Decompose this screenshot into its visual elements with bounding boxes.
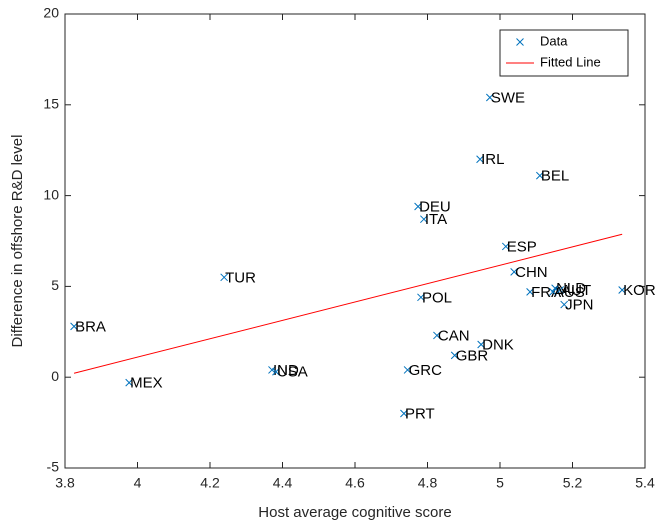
data-point	[417, 293, 425, 302]
data-point	[400, 409, 408, 418]
point-label: IRL	[481, 151, 504, 168]
x-tick-label: 3.8	[55, 475, 75, 491]
data-point	[414, 202, 422, 211]
point-label: USA	[277, 364, 308, 381]
legend-swatch	[516, 38, 524, 46]
point-label: BEL	[541, 168, 569, 185]
plot-area	[64, 13, 646, 469]
y-tick-label: 10	[43, 186, 59, 202]
point-label: ITA	[425, 211, 447, 228]
legend-label: Data	[540, 33, 568, 48]
point-label: CAN	[438, 327, 470, 344]
x-tick-label: 4.8	[418, 475, 438, 491]
x-tick-label: 4.4	[273, 475, 293, 491]
point-label: POL	[422, 289, 452, 306]
data-point	[551, 284, 559, 293]
y-tick-label: 20	[43, 5, 59, 21]
point-label: DNK	[482, 336, 514, 353]
data-point	[272, 367, 280, 376]
point-label: JPN	[565, 297, 593, 314]
data-point	[477, 340, 486, 349]
y-tick-label: 5	[51, 277, 59, 293]
y-tick-label: 15	[43, 96, 59, 112]
x-tick-label: 5.2	[563, 475, 583, 491]
point-label: CHN	[515, 264, 548, 281]
point-label: AUT	[561, 282, 591, 299]
point-label: GBR	[456, 347, 489, 364]
x-tick-label: 5.4	[635, 475, 655, 491]
point-label: GRC	[409, 362, 443, 379]
legend	[499, 29, 629, 77]
data-point	[403, 366, 412, 374]
data-point	[420, 215, 428, 224]
data-point	[556, 286, 565, 294]
data-point	[526, 287, 534, 296]
data-point	[485, 93, 494, 102]
data-point	[510, 268, 518, 276]
fitted-line	[73, 233, 623, 374]
x-tick-label: 4	[134, 475, 142, 491]
data-point	[220, 273, 228, 282]
point-label: TUR	[225, 269, 256, 286]
x-tick-label: 4.6	[345, 475, 365, 491]
point-label: ESP	[507, 238, 537, 255]
point-label: BRA	[75, 318, 106, 335]
x-tick-label: 4.2	[200, 475, 220, 491]
data-point	[560, 300, 569, 309]
data-point	[450, 351, 459, 360]
y-tick-label: -5	[47, 459, 60, 475]
data-point	[476, 155, 484, 164]
data-point	[536, 171, 544, 180]
y-tick-label: 0	[51, 368, 59, 384]
x-axis-label: Host average cognitive score	[258, 504, 451, 521]
data-point	[70, 322, 78, 331]
point-label: DEU	[419, 198, 451, 215]
data-point	[433, 331, 441, 340]
point-label: AUS	[554, 284, 585, 301]
point-label: SWE	[491, 90, 525, 107]
point-label: PRT	[405, 405, 435, 422]
point-label: FRA	[531, 284, 561, 301]
x-tick-label: 5	[496, 475, 504, 491]
data-point	[501, 242, 510, 251]
point-label: MEX	[130, 375, 163, 392]
data-point	[549, 287, 557, 296]
y-axis-label: Difference in offshore R&D level	[9, 135, 26, 348]
data-point	[618, 286, 627, 294]
legend-label: Fitted Line	[540, 54, 601, 69]
data-point	[125, 378, 134, 387]
point-label: KOR	[623, 282, 656, 299]
data-point	[268, 366, 276, 374]
